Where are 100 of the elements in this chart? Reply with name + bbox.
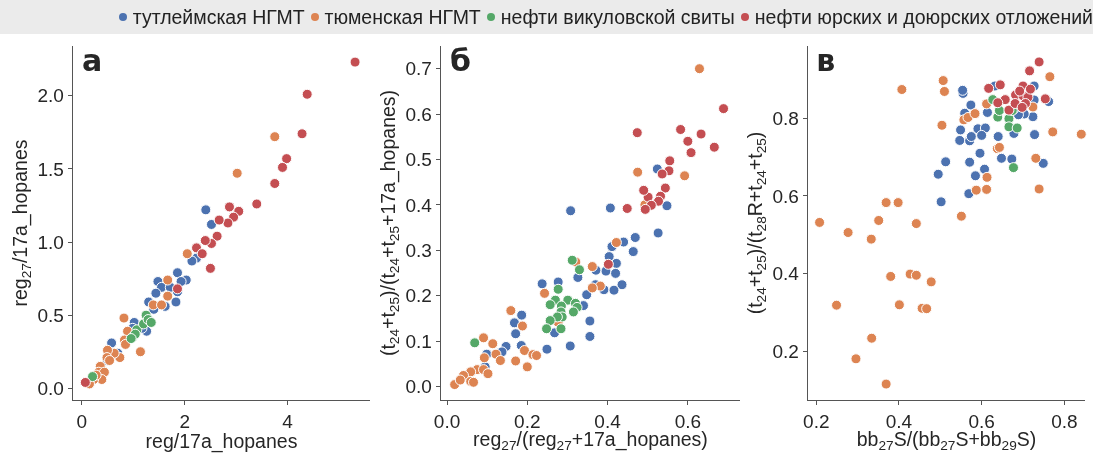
- point: [510, 328, 522, 340]
- point: [150, 287, 162, 299]
- point: [602, 258, 614, 270]
- point: [211, 230, 223, 242]
- point: [162, 290, 174, 302]
- point: [629, 232, 641, 244]
- point: [965, 99, 977, 111]
- point: [621, 202, 633, 214]
- point: [955, 210, 967, 222]
- point: [685, 147, 697, 159]
- y-tick-label: 1.0: [37, 231, 64, 253]
- point: [162, 274, 174, 286]
- y-tick-label: 0.6: [772, 185, 799, 207]
- x-axis-title: reg/17a_hopanes: [145, 430, 298, 453]
- y-tick-label: 2.0: [37, 85, 64, 107]
- point: [269, 131, 281, 143]
- point: [938, 85, 950, 97]
- point: [610, 237, 622, 249]
- point: [544, 299, 556, 311]
- point: [1075, 128, 1087, 140]
- point: [494, 355, 506, 367]
- y-tick-label: 0.6: [405, 103, 432, 125]
- point: [885, 270, 897, 282]
- point: [992, 97, 1004, 109]
- point: [170, 296, 182, 308]
- chart-title: б: [449, 42, 471, 78]
- point: [516, 320, 528, 332]
- point: [969, 170, 981, 182]
- point: [935, 196, 947, 208]
- point: [223, 201, 235, 213]
- legend-label: нефти юрских и доюрских отложений: [754, 5, 1093, 29]
- x-tick-label: 0.2: [803, 411, 830, 433]
- point: [880, 378, 892, 390]
- point: [981, 183, 993, 195]
- point: [661, 200, 673, 212]
- point: [584, 330, 596, 342]
- point: [866, 332, 878, 344]
- y-tick-label: 0.2: [405, 285, 432, 307]
- point: [118, 312, 130, 324]
- point: [277, 161, 288, 173]
- point: [708, 141, 720, 153]
- point: [955, 124, 967, 136]
- legend-label: нефти викуловской свиты: [500, 5, 735, 29]
- point: [995, 152, 1007, 164]
- point: [940, 156, 952, 168]
- x-tick-label: 0.8: [1051, 411, 1078, 433]
- y-tick-label: 1.5: [37, 158, 64, 180]
- point: [910, 269, 922, 281]
- point: [566, 254, 578, 266]
- point: [269, 178, 281, 189]
- point: [1011, 122, 1023, 134]
- point: [994, 79, 1006, 91]
- point: [992, 131, 1004, 143]
- point: [656, 168, 668, 180]
- legend-label: тутлеймская НГМТ: [132, 5, 305, 29]
- chart-title: в: [816, 42, 836, 78]
- point: [983, 82, 995, 94]
- point: [682, 135, 694, 147]
- point: [181, 248, 193, 260]
- point: [134, 346, 146, 358]
- point: [631, 127, 643, 139]
- point: [196, 248, 208, 260]
- y-tick-label: 0.5: [37, 304, 64, 326]
- point: [969, 108, 981, 120]
- point: [539, 287, 551, 299]
- point: [627, 246, 639, 258]
- point: [921, 303, 933, 315]
- point: [281, 153, 293, 165]
- point: [638, 184, 650, 196]
- point: [478, 332, 490, 344]
- point: [555, 323, 567, 335]
- point: [632, 166, 644, 178]
- point: [1024, 83, 1036, 95]
- point: [604, 202, 616, 214]
- point: [693, 63, 705, 75]
- point: [1024, 65, 1036, 77]
- point: [893, 299, 905, 311]
- point: [892, 197, 904, 209]
- point: [937, 75, 949, 87]
- point: [516, 309, 528, 321]
- y-tick-label: 0.8: [772, 107, 799, 129]
- point: [608, 284, 620, 296]
- point: [910, 218, 922, 230]
- point: [974, 147, 986, 159]
- point: [205, 218, 217, 230]
- y-tick-label: 0.0: [405, 376, 432, 398]
- point: [679, 170, 691, 182]
- point: [301, 88, 313, 100]
- point: [469, 337, 481, 349]
- point: [510, 355, 522, 367]
- point: [565, 205, 577, 217]
- point: [652, 227, 664, 239]
- point: [831, 299, 843, 311]
- y-tick-label: 0.3: [405, 239, 432, 261]
- point: [518, 345, 530, 357]
- y-tick-label: 0.7: [405, 58, 432, 80]
- point: [251, 198, 263, 210]
- x-tick-label: 4: [282, 411, 294, 433]
- point: [675, 124, 687, 136]
- x-tick-label: 0.0: [433, 411, 461, 433]
